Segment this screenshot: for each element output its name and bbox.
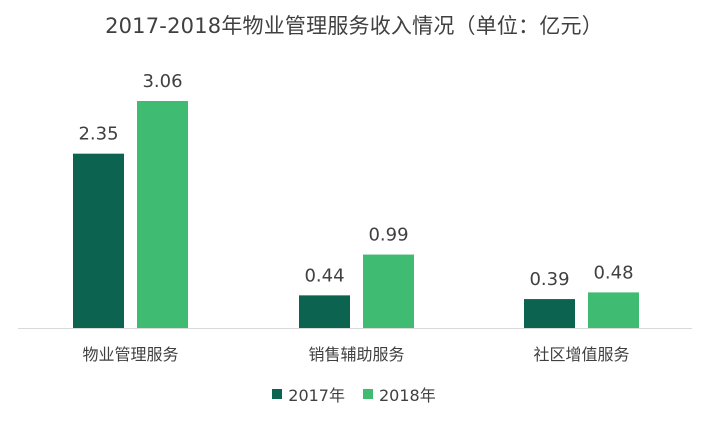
data-label: 0.44	[304, 265, 344, 286]
bar-2018-2	[588, 292, 639, 328]
legend-swatch-2017	[272, 389, 283, 399]
bar-2018-1	[363, 254, 414, 328]
legend-label-2018: 2018年	[379, 386, 436, 405]
legend-swatch-2018	[363, 389, 373, 399]
category-label: 社区增值服务	[533, 345, 629, 364]
bar-2017-0	[73, 153, 124, 328]
legend-item-2017: 2017年	[272, 382, 345, 406]
bar-2017-2	[524, 299, 575, 328]
legend-item-2018: 2018年	[363, 382, 436, 406]
data-label: 2.35	[78, 124, 118, 145]
category-label: 销售辅助服务	[308, 345, 404, 364]
category-label: 物业管理服务	[82, 345, 178, 364]
bar-2017-1	[299, 295, 350, 328]
data-label: 0.48	[593, 262, 633, 283]
data-label: 0.39	[529, 269, 569, 290]
legend-label-2017: 2017年	[288, 386, 345, 405]
bar-2018-0	[137, 101, 188, 328]
data-label: 3.06	[142, 71, 182, 92]
data-label: 0.99	[368, 225, 408, 246]
chart-title: 2017-2018年物业管理服务收入情况（单位：亿元）	[105, 14, 603, 38]
legend: 2017年 2018年	[0, 382, 708, 406]
